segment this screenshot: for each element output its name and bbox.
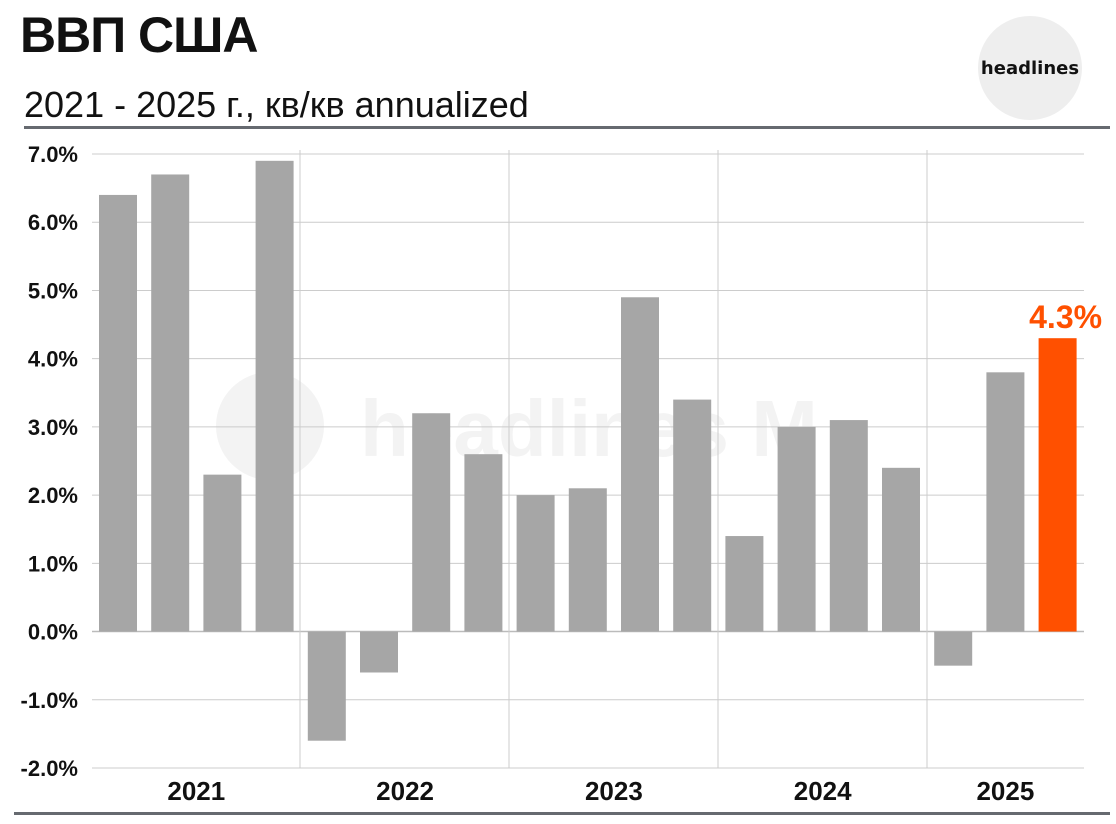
chart-title: ВВП США	[20, 7, 259, 63]
x-group-label: 2025	[976, 776, 1034, 806]
bar	[360, 631, 398, 673]
y-tick-label: 7.0%	[28, 142, 78, 167]
bar-highlight	[1038, 338, 1077, 632]
bar	[151, 174, 190, 632]
bar	[516, 495, 555, 632]
x-group-label: 2023	[585, 776, 643, 806]
chart-subtitle: 2021 - 2025 г., кв/кв annualized	[24, 84, 529, 125]
bar	[568, 488, 607, 632]
bar	[307, 631, 346, 741]
y-tick-label: 0.0%	[28, 620, 78, 645]
bar	[203, 474, 242, 632]
y-tick-label: -1.0%	[21, 688, 78, 713]
data-label-highlight: 4.3%	[1029, 299, 1102, 335]
bar	[255, 160, 294, 632]
x-group-label: 2022	[376, 776, 434, 806]
bar	[673, 399, 712, 632]
bar	[412, 413, 451, 632]
bar	[621, 297, 659, 632]
bar	[986, 372, 1025, 632]
bar	[464, 454, 503, 632]
bar	[882, 467, 920, 632]
y-tick-label: 5.0%	[28, 278, 78, 303]
y-tick-label: 2.0%	[28, 483, 78, 508]
x-group-label: 2021	[167, 776, 225, 806]
y-tick-label: 3.0%	[28, 415, 78, 440]
bar	[934, 631, 973, 666]
top-divider	[24, 126, 1110, 129]
bar	[829, 420, 868, 632]
x-group-label: 2024	[794, 776, 852, 806]
bar	[725, 536, 764, 632]
bar	[777, 426, 816, 632]
bar	[99, 194, 137, 632]
headlines-logo: headlines	[978, 16, 1082, 120]
y-tick-label: 4.0%	[28, 347, 78, 372]
y-tick-label: 1.0%	[28, 551, 78, 576]
y-tick-label: 6.0%	[28, 210, 78, 235]
bottom-divider	[14, 812, 1110, 815]
y-tick-label: -2.0%	[21, 756, 78, 781]
logo-text: headlines	[980, 57, 1080, 79]
